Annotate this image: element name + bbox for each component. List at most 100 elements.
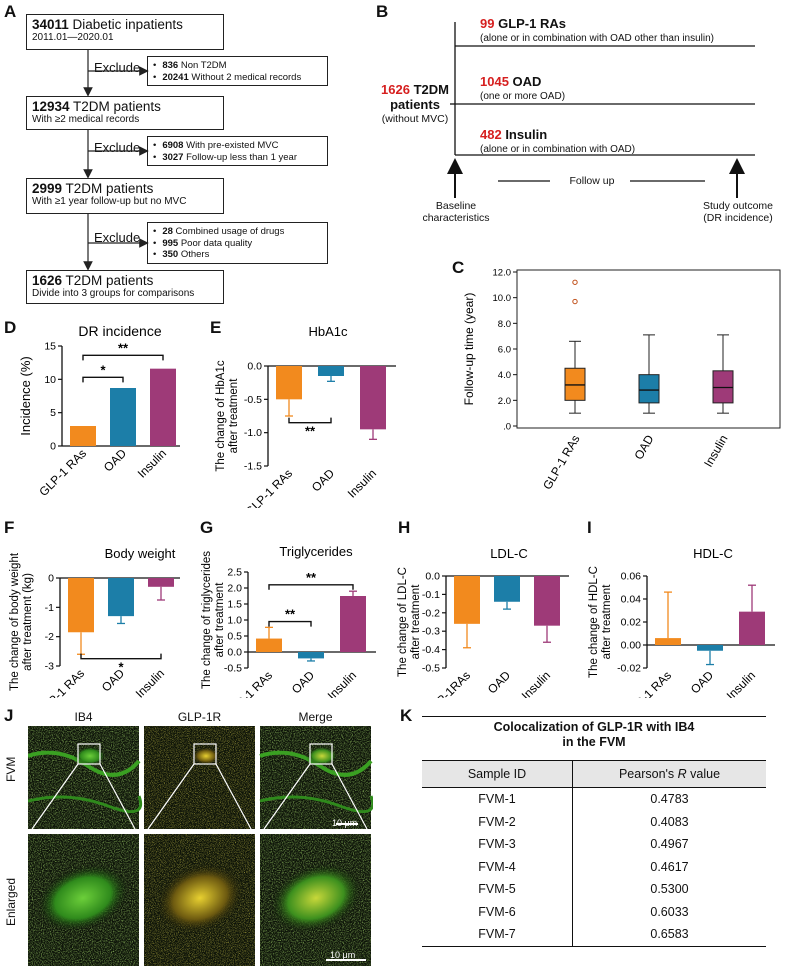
bar-glp-1-ras <box>256 638 282 652</box>
y-axis-label: after treatment <box>228 378 240 454</box>
y-tick-label: -1 <box>45 602 54 614</box>
y-tick-label: 0.0 <box>227 647 242 659</box>
chart-title: HDL-C <box>693 546 733 561</box>
cell-sample-id: FVM-7 <box>422 923 573 946</box>
bar-insulin <box>150 368 176 446</box>
panel-label-b: B <box>376 2 389 21</box>
chart-dr-incidence: DR incidence Incidence (%) 0 5 10 15 GLP-1 RAs… <box>18 323 180 499</box>
outcome-label: Study outcome (DR incidence) <box>702 200 774 224</box>
col-label-glp1r: GLP-1R <box>177 710 222 724</box>
bar-insulin <box>148 578 174 587</box>
follow-up-label: Follow up <box>569 175 615 187</box>
bar-insulin <box>739 611 765 645</box>
y-tick-label: 0.06 <box>621 571 642 583</box>
total-patients: 1626 T2DM patients (without MVC) <box>381 82 449 125</box>
x-tick-label: Insulin <box>701 433 730 470</box>
scale-label-1: 10 μm <box>332 818 358 828</box>
bar-oad <box>318 366 344 376</box>
significance-label: ** <box>305 424 316 439</box>
exclude-item: 28 Combined usage of drugs <box>153 226 322 238</box>
cell-sample-id: FVM-2 <box>422 810 573 833</box>
outlier-point <box>572 298 578 305</box>
y-axis-label: The change of triglycerides <box>201 551 213 689</box>
bar-oad <box>494 576 520 602</box>
flow-arrows <box>83 50 149 271</box>
chart-body-weight: Body weight The change of body weight afte… <box>9 546 180 698</box>
significance-label: * <box>100 362 106 377</box>
y-axis-label: The change of body weight <box>9 552 21 691</box>
chart-hdl-c: HDL-C The change of HDL-C after treatment 0… <box>588 546 775 698</box>
y-axis-label: after treatment (kg) <box>22 573 34 671</box>
panel-label-k: K <box>400 706 413 725</box>
cell-pearson-r: 0.4617 <box>650 859 689 874</box>
panel-label-e: E <box>210 318 222 337</box>
flow-text: Diabetic inpatients <box>68 17 183 32</box>
y-tick-label: 0.5 <box>227 631 242 643</box>
chart-hba1c: HbA1c The change of HbA1c after treatment 0… <box>215 324 396 508</box>
exclude-box-2: 6908 With pre-existed MVC 3027 Follow-up… <box>147 136 328 166</box>
bar-insulin <box>360 366 386 430</box>
x-tick-label: Insulin <box>724 668 758 698</box>
significance-bracket <box>268 584 354 590</box>
significance-label: * <box>118 660 124 675</box>
zoom-box <box>309 743 333 765</box>
group-insulin: 482 Insulin (alone or in combination wit… <box>480 127 636 155</box>
image-fvm-ib4 <box>28 726 142 829</box>
significance-label: ** <box>306 570 317 585</box>
y-tick-label: 1.0 <box>227 615 242 627</box>
cell-sample-id: FVM-3 <box>422 833 573 856</box>
table-row: FVM-5 0.5300 <box>422 878 766 901</box>
x-tick-label: Insulin <box>519 668 553 698</box>
y-tick-label: -1.0 <box>244 427 262 439</box>
panel-label-c: C <box>452 258 465 277</box>
panel-label-f: F <box>4 518 15 537</box>
table-row: FVM-4 0.4617 <box>422 855 766 878</box>
flow-subtext: 2011.01—2020.01 <box>32 32 114 43</box>
panel-label-h: H <box>398 518 411 537</box>
y-tick-label: 2.0 <box>498 396 511 407</box>
y-tick-label: -0.5 <box>244 394 262 406</box>
x-tick-label: Insulin <box>135 446 169 480</box>
y-tick-label: 10 <box>44 374 56 386</box>
y-tick-label: -2 <box>45 631 54 643</box>
bar-glp-1-ras <box>70 426 96 446</box>
table-body: FVM-1 0.4783 FVM-2 0.4083 FVM-3 0.4967 FVM-4 0.… <box>422 788 766 947</box>
y-tick-label: 15 <box>44 341 56 353</box>
y-axis-label: after treatment <box>214 582 226 658</box>
cell-sample-id: FVM-1 <box>422 788 573 811</box>
flow-box-t2dm-1626: 1626 T2DM patients Divide into 3 groups … <box>26 270 224 304</box>
scale-label-2: 10 μm <box>330 950 356 960</box>
y-axis-label: after treatment <box>601 584 613 660</box>
panel-label-j: J <box>4 706 14 725</box>
bar-glp-1-ras <box>655 638 681 645</box>
cell-pearson-r: 0.4783 <box>650 792 689 807</box>
significance-bracket <box>82 376 124 383</box>
chart-follow-up-time: Follow-up time (year) 12.0 10.0 8.0 6.0 4.0 2.… <box>462 268 781 492</box>
cell-sample-id: FVM-6 <box>422 900 573 923</box>
bar-glp-1ras <box>454 576 480 624</box>
image-fvm-glp1r <box>144 726 255 829</box>
y-tick-label: -0.02 <box>617 663 641 675</box>
x-tick-label: Insulin <box>345 466 379 500</box>
y-tick-label: 0.0 <box>247 361 262 373</box>
image-enlarged-glp1r <box>144 834 255 966</box>
bar-oad <box>697 645 723 651</box>
exclude-label: Exclude <box>94 230 141 245</box>
significance-label: ** <box>285 607 296 622</box>
chart-title: Body weight <box>105 546 176 561</box>
y-tick-label: 6.0 <box>498 345 511 356</box>
baseline-label: Baseline characteristics <box>422 200 490 224</box>
y-tick-label: 0.0 <box>425 571 440 583</box>
chart-triglycerides: Triglycerides The change of triglycerides… <box>201 544 376 698</box>
group-oad: 1045 OAD (one or more OAD) <box>480 74 566 102</box>
y-tick-label: 4.0 <box>498 370 511 381</box>
y-tick-label: 1.5 <box>227 599 242 611</box>
panel-label-d: D <box>4 318 17 337</box>
flow-box-t2dm-2999: 2999 T2DM patients With ≥1 year follow-u… <box>26 178 224 214</box>
bar-insulin <box>340 596 366 652</box>
y-tick-label: 0.04 <box>621 594 642 606</box>
x-tick-label: OAD <box>631 432 656 462</box>
x-tick-label: Insulin <box>325 668 359 698</box>
table-row: FVM-1 0.4783 <box>422 788 766 811</box>
y-tick-label: .0 <box>503 422 511 433</box>
